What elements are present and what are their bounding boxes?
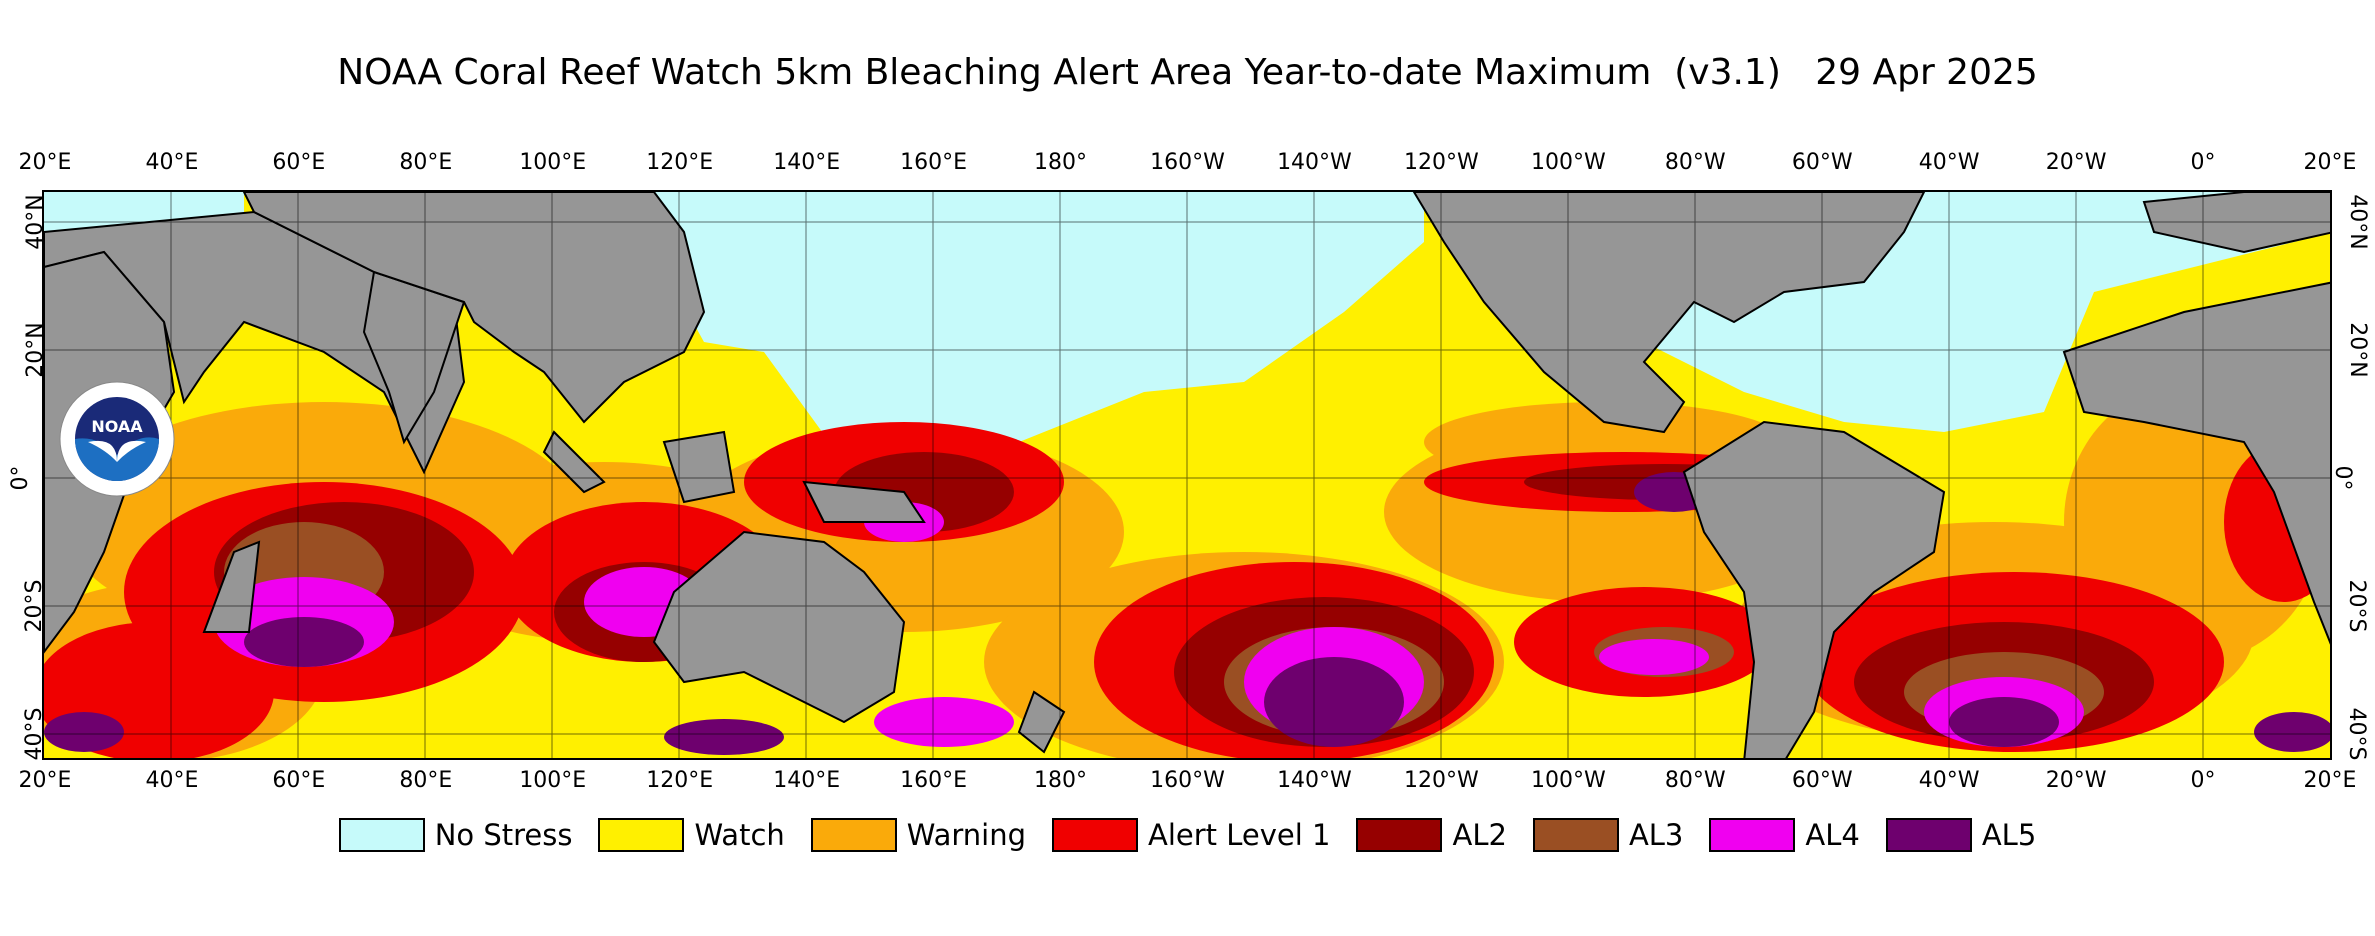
longitude-tick-bottom: 40°E <box>145 768 199 793</box>
borneo-land <box>662 430 736 504</box>
longitude-tick-top: 140°W <box>1277 150 1352 175</box>
longitude-tick-top: 80°W <box>1664 150 1726 175</box>
legend-swatch <box>1885 818 1972 852</box>
legend-label: Warning <box>906 818 1027 852</box>
longitude-tick-bottom: 160°E <box>900 768 968 793</box>
legend-label: Alert Level 1 <box>1148 818 1331 852</box>
graticule <box>44 192 2330 758</box>
bleaching-alert-map <box>42 190 2332 760</box>
map-title: NOAA Coral Reef Watch 5km Bleaching Aler… <box>337 52 2038 93</box>
longitude-tick-top: 20°E <box>2303 150 2357 175</box>
latitude-tick-right: 40°S <box>2343 707 2369 761</box>
longitude-tick-bottom: 0° <box>2190 768 2216 793</box>
no-stress-north-pacific <box>654 192 1424 472</box>
latitude-tick-right: 0° <box>2330 465 2355 491</box>
legend-item: AL4 <box>1709 818 1860 852</box>
longitude-tick-bottom: 80°W <box>1664 768 1726 793</box>
noaa-logo: NOAA <box>59 381 175 497</box>
legend-item: AL3 <box>1532 818 1684 852</box>
madagascar-land <box>202 540 261 633</box>
legend-item: Watch <box>598 818 785 852</box>
longitude-tick-bottom: 80°E <box>399 768 453 793</box>
longitude-tick-bottom: 180° <box>1034 768 1088 793</box>
latitude-tick-right: 40°N <box>2345 194 2371 250</box>
legend-item: AL5 <box>1885 818 2037 852</box>
longitude-tick-bottom: 20°E <box>18 768 72 793</box>
longitude-tick-top: 20°W <box>2045 150 2107 175</box>
longitude-tick-top: 140°E <box>773 150 841 175</box>
longitude-tick-bottom: 120°E <box>646 768 714 793</box>
legend: No Stress Watch Warning Alert Level 1 AL2 AL3… <box>0 815 2375 855</box>
longitude-tick-top: 0° <box>2190 150 2216 175</box>
legend-item: No Stress <box>338 818 573 852</box>
new-zealand-land <box>1017 690 1066 754</box>
legend-label: AL3 <box>1628 818 1684 852</box>
longitude-tick-top: 60°W <box>1791 150 1853 175</box>
longitude-tick-top: 120°W <box>1404 150 1479 175</box>
longitude-tick-bottom: 60°W <box>1791 768 1853 793</box>
longitude-tick-bottom: 140°W <box>1277 768 1352 793</box>
new-guinea-land <box>802 480 926 523</box>
legend-swatch <box>810 818 897 852</box>
noaa-logo-text: NOAA <box>91 417 143 436</box>
legend-item: Alert Level 1 <box>1052 818 1330 852</box>
legend-swatch <box>1052 818 1139 852</box>
longitude-tick-bottom: 120°W <box>1404 768 1479 793</box>
longitude-tick-bottom: 160°W <box>1150 768 1225 793</box>
latitude-tick-right: 20°S <box>2343 579 2369 633</box>
longitude-tick-top: 80°E <box>399 150 453 175</box>
longitude-tick-top: 180° <box>1034 150 1088 175</box>
legend-label: AL4 <box>1805 818 1860 852</box>
longitude-tick-bottom: 20°W <box>2045 768 2107 793</box>
legend-label: No Stress <box>434 818 573 852</box>
legend-item: Warning <box>810 818 1027 852</box>
legend-label: AL5 <box>1981 818 2037 852</box>
legend-item: AL2 <box>1356 818 1507 852</box>
longitude-tick-top: 40°E <box>145 150 199 175</box>
longitude-tick-bottom: 100°W <box>1530 768 1606 793</box>
longitude-tick-top: 100°W <box>1530 150 1606 175</box>
legend-swatch <box>338 818 425 852</box>
longitude-tick-bottom: 100°E <box>519 768 587 793</box>
legend-swatch <box>1532 818 1619 852</box>
longitude-tick-top: 120°E <box>646 150 714 175</box>
longitude-tick-top: 100°E <box>519 150 587 175</box>
longitude-tick-top: 160°E <box>900 150 968 175</box>
legend-swatch <box>1709 818 1796 852</box>
map-canvas <box>44 192 2330 758</box>
legend-label: Watch <box>694 818 785 852</box>
legend-swatch <box>1356 818 1443 852</box>
latitude-tick-right: 20°N <box>2345 322 2371 378</box>
legend-label: AL2 <box>1452 818 1507 852</box>
longitude-tick-bottom: 40°W <box>1918 768 1980 793</box>
longitude-tick-bottom: 140°E <box>773 768 841 793</box>
sumatra-land <box>542 430 606 494</box>
west-africa-land <box>2062 281 2330 645</box>
land-masses <box>44 192 2330 758</box>
longitude-tick-top: 160°W <box>1150 150 1225 175</box>
longitude-tick-bottom: 60°E <box>272 768 326 793</box>
legend-swatch <box>598 818 685 852</box>
asia-land <box>242 192 706 424</box>
latitude-tick-left: 0° <box>8 465 33 491</box>
longitude-tick-top: 40°W <box>1918 150 1980 175</box>
north-america-land <box>1412 192 1926 434</box>
longitude-tick-top: 60°E <box>272 150 326 175</box>
longitude-tick-top: 20°E <box>18 150 72 175</box>
longitude-tick-bottom: 20°E <box>2303 768 2357 793</box>
south-america-land <box>1682 420 1946 758</box>
